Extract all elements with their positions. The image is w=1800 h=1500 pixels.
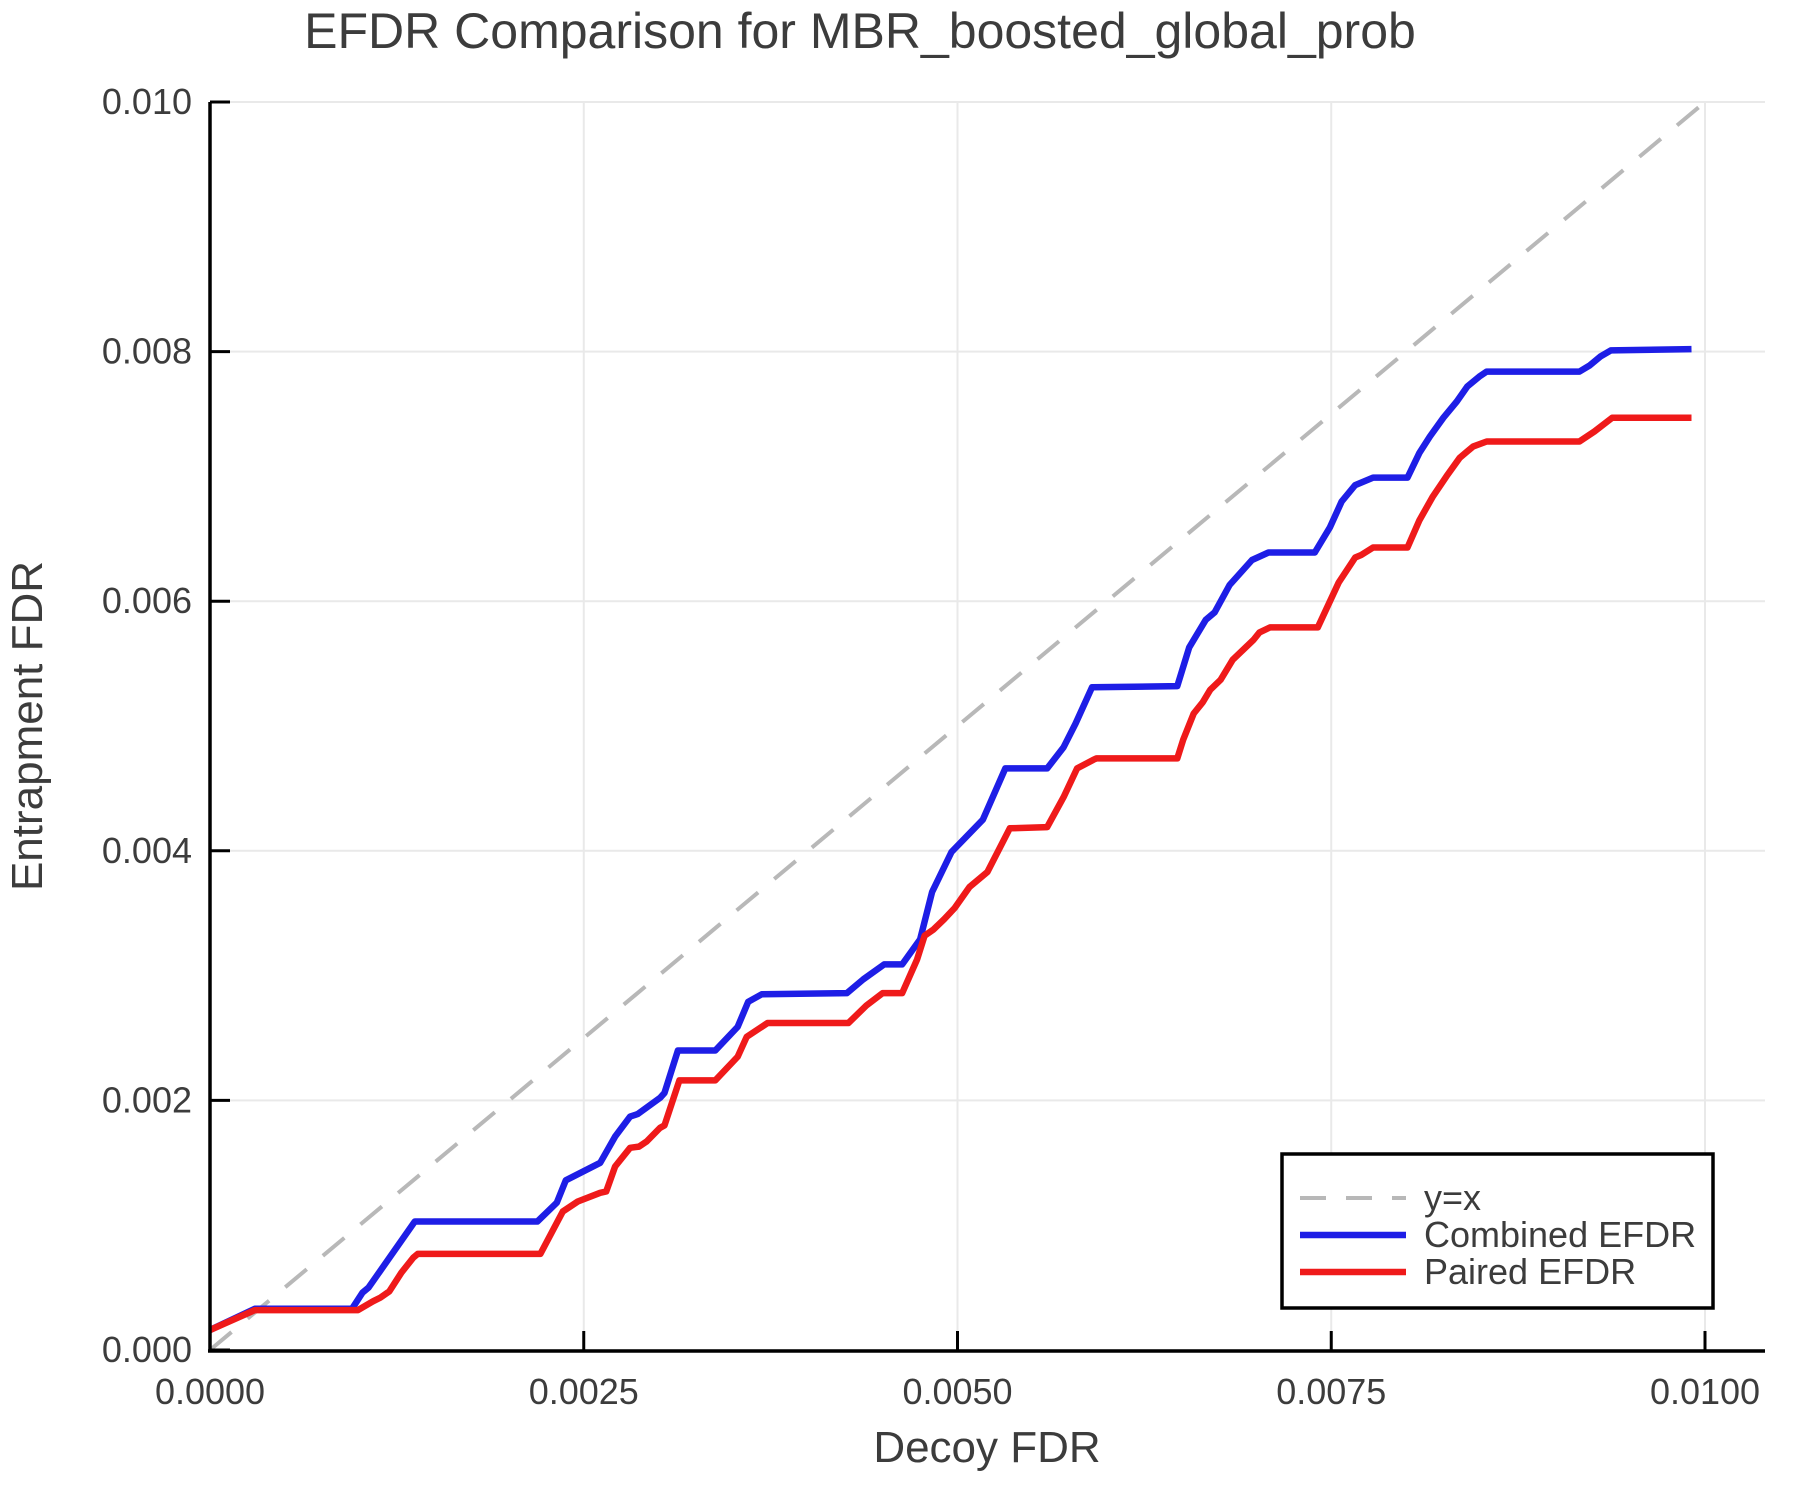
combined-efdr-line	[208, 345, 1692, 1333]
y-tick-label: 0.010	[102, 81, 192, 122]
x-tick-label: 0.0050	[902, 1371, 1012, 1412]
legend-entry-label: Combined EFDR	[1424, 1214, 1696, 1255]
paired-efdr-line	[208, 414, 1692, 1333]
y-tick-label: 0.008	[102, 331, 192, 372]
x-tick-label: 0.0000	[155, 1371, 265, 1412]
x-tick-label: 0.0025	[529, 1371, 639, 1412]
y-tick-label: 0.002	[102, 1079, 192, 1120]
y-tick-label: 0.004	[102, 830, 192, 871]
y-tick-label: 0.006	[102, 580, 192, 621]
tick-label-layer: 0.0000 0.0025 0.0050 0.0075 0.0100 0.000 0.002…	[102, 81, 1760, 1412]
legend-entry-label: y=x	[1424, 1177, 1481, 1218]
legend-entry-label: Paired EFDR	[1424, 1251, 1636, 1292]
chart-title: EFDR Comparison for MBR_boosted_global_p…	[304, 3, 1416, 59]
y-tick-label: 0.000	[102, 1329, 192, 1370]
legend-box	[1280, 1152, 1715, 1310]
y-axis-label: Entrapment FDR	[3, 561, 52, 891]
identity-line	[208, 100, 1707, 1352]
series-layer	[208, 100, 1707, 1352]
axis-layer	[208, 100, 1765, 1353]
x-tick-label: 0.0075	[1276, 1371, 1386, 1412]
x-tick-label: 0.0100	[1650, 1371, 1760, 1412]
x-axis-label: Decoy FDR	[873, 1423, 1100, 1472]
